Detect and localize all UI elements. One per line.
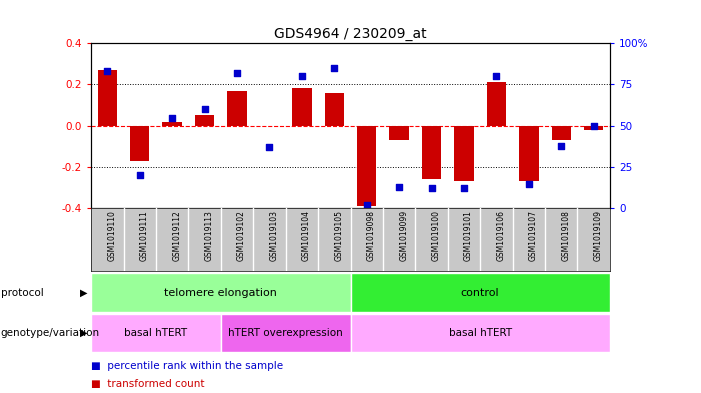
Bar [221,314,350,352]
Text: ■  transformed count: ■ transformed count [91,379,205,389]
Text: GSM1019104: GSM1019104 [302,210,311,261]
Point [264,144,275,151]
Point [393,184,404,190]
Text: GSM1019112: GSM1019112 [172,210,181,261]
Text: control: control [461,288,500,298]
Text: basal hTERT: basal hTERT [124,328,188,338]
Bar [519,126,538,182]
Text: GSM1019098: GSM1019098 [367,210,376,261]
Bar [97,70,117,126]
Point [556,142,567,149]
Text: GSM1019100: GSM1019100 [432,210,440,261]
Text: GDS4964 / 230209_at: GDS4964 / 230209_at [274,27,427,41]
Text: protocol: protocol [1,288,43,298]
Point [458,185,470,192]
Text: GSM1019106: GSM1019106 [496,210,505,261]
Bar [325,93,344,126]
Text: GSM1019108: GSM1019108 [562,210,570,261]
Bar [227,91,247,126]
Text: GSM1019107: GSM1019107 [529,210,538,261]
Text: ▶: ▶ [80,288,88,298]
Bar [195,116,215,126]
Bar [454,126,474,182]
Point [426,185,437,192]
Bar [486,83,506,126]
Bar [357,126,376,206]
Bar [91,314,221,352]
Text: genotype/variation: genotype/variation [1,328,100,338]
Text: GSM1019099: GSM1019099 [399,210,408,261]
Text: ▶: ▶ [80,328,88,338]
Point [329,65,340,71]
Text: telomere elongation: telomere elongation [164,288,278,298]
Point [491,73,502,79]
Bar [130,126,149,161]
Bar [292,88,311,126]
Point [588,123,599,129]
Point [134,172,145,178]
Bar [163,121,182,126]
Bar [422,126,442,179]
Point [231,70,243,76]
Text: GSM1019101: GSM1019101 [464,210,473,261]
Text: GSM1019109: GSM1019109 [594,210,603,261]
Text: GSM1019105: GSM1019105 [334,210,343,261]
Bar [584,126,604,130]
Point [167,114,178,121]
Text: ■  percentile rank within the sample: ■ percentile rank within the sample [91,362,283,371]
Text: basal hTERT: basal hTERT [449,328,512,338]
Bar [91,273,350,312]
Bar [552,126,571,140]
Bar [390,126,409,140]
Point [199,106,210,112]
Point [523,180,534,187]
Text: hTERT overexpression: hTERT overexpression [229,328,343,338]
Point [361,202,372,208]
Point [102,68,113,74]
Point [297,73,308,79]
Text: GSM1019102: GSM1019102 [237,210,246,261]
Bar [350,273,610,312]
Text: GSM1019113: GSM1019113 [205,210,214,261]
Text: GSM1019110: GSM1019110 [107,210,116,261]
Bar [350,314,610,352]
Text: GSM1019103: GSM1019103 [269,210,278,261]
Text: GSM1019111: GSM1019111 [139,210,149,261]
